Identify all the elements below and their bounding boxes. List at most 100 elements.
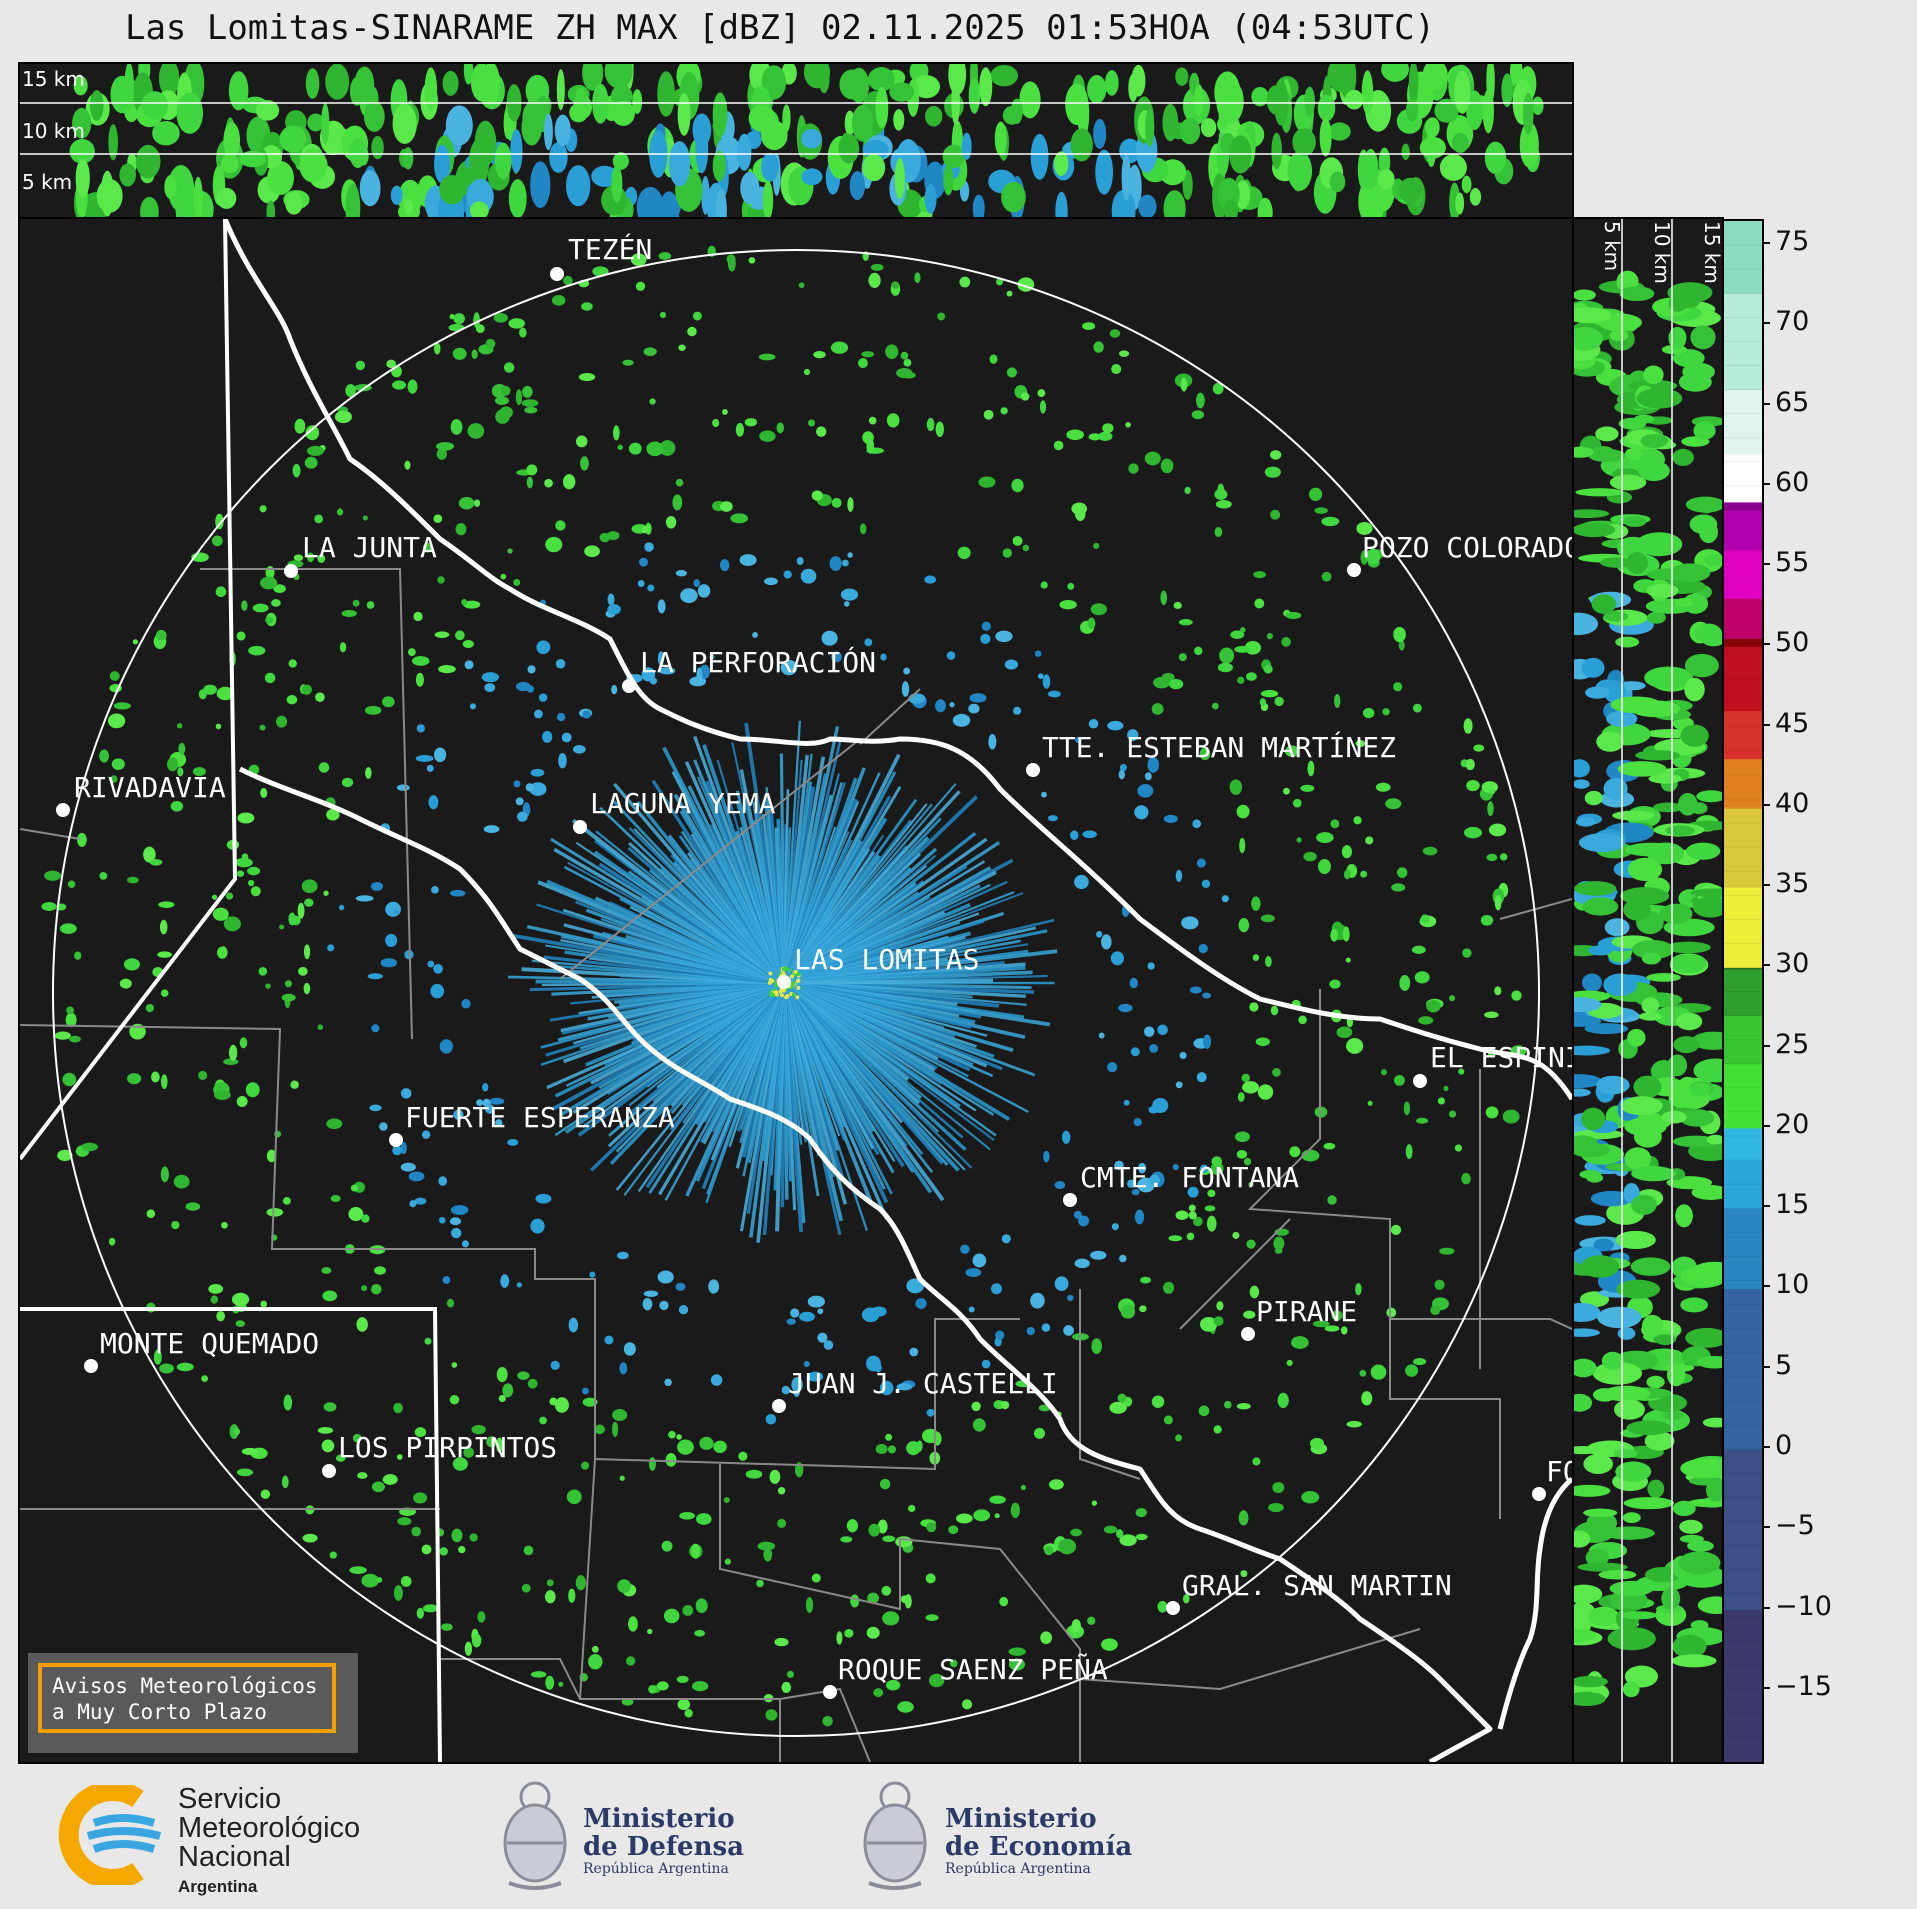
colorbar-tick-label: 15 bbox=[1775, 1189, 1810, 1221]
defensa-title-2: de Defensa bbox=[583, 1832, 744, 1862]
colorbar-tick-label: 10 bbox=[1775, 1269, 1810, 1301]
city-dot bbox=[84, 1359, 98, 1373]
city-label-juan-j-castelli: JUAN J. CASTELLI bbox=[788, 1367, 1058, 1400]
economia-logo-text: Ministerio de Economía República Argenti… bbox=[945, 1805, 1132, 1877]
city-label-monte-quemado: MONTE QUEMADO bbox=[100, 1327, 320, 1360]
city-dot bbox=[823, 1685, 837, 1699]
colorbar-tick-label: −5 bbox=[1775, 1510, 1815, 1542]
side-km-label-5: 5 km bbox=[1600, 221, 1624, 272]
colorbar-tick-mark bbox=[1762, 1044, 1770, 1047]
colorbar-tick-mark bbox=[1762, 563, 1770, 566]
colorbar-tick-mark bbox=[1762, 803, 1770, 806]
city-label-rivadavia: RIVADAVIA bbox=[74, 771, 226, 804]
city-label-pozo-colorado: POZO COLORADO bbox=[1362, 531, 1574, 564]
colorbar-tick-mark bbox=[1762, 1686, 1770, 1689]
colorbar-tick-label: 65 bbox=[1775, 386, 1810, 418]
km-label-15: 15 km bbox=[22, 67, 85, 91]
city-label-el-espinillo: EL ESPINILLO bbox=[1430, 1041, 1572, 1074]
side-profile-echoes bbox=[1572, 219, 1722, 1762]
top-profile-echoes bbox=[20, 64, 1572, 219]
radar-map: TEZÉN LA JUNTA POZO COLORADO LA PERFORAC… bbox=[18, 217, 1574, 1764]
colorbar-tick-mark bbox=[1762, 1445, 1770, 1448]
smn-line-2: Meteorológico bbox=[178, 1812, 361, 1844]
city-label-tte-esteban-martinez: TTE. ESTEBAN MARTÍNEZ bbox=[1042, 731, 1397, 764]
city-label-las-lomitas: LAS LOMITAS bbox=[794, 943, 980, 976]
colorbar-tick-mark bbox=[1762, 1205, 1770, 1208]
national-coat-of-arms-icon bbox=[503, 1781, 567, 1890]
side-height-profile: 5 km 10 km 15 km bbox=[1570, 217, 1724, 1764]
national-coat-of-arms-icon bbox=[863, 1781, 927, 1890]
city-label-pirane: PIRANE bbox=[1256, 1295, 1358, 1328]
city-label-la-perforacion: LA PERFORACIÓN bbox=[640, 646, 877, 679]
smn-line-4: Argentina bbox=[178, 1877, 258, 1896]
city-dot bbox=[550, 267, 564, 281]
colorbar-tick-mark bbox=[1762, 643, 1770, 646]
city-dot bbox=[1241, 1327, 1255, 1341]
colorbar-tick-label: 20 bbox=[1775, 1108, 1810, 1140]
city-label-tezen: TEZÉN bbox=[568, 233, 653, 266]
chart-title: Las Lomitas-SINARAME ZH MAX [dBZ] 02.11.… bbox=[124, 8, 1436, 48]
top-height-profile: 15 km 10 km 5 km bbox=[18, 62, 1574, 221]
km-label-10: 10 km bbox=[22, 119, 85, 143]
colorbar-tick-mark bbox=[1762, 1526, 1770, 1529]
city-dot bbox=[1532, 1487, 1546, 1501]
smn-logo-icon bbox=[58, 1785, 162, 1885]
defensa-logo-text: Ministerio de Defensa República Argentin… bbox=[583, 1805, 744, 1877]
economia-title-1: Ministerio bbox=[945, 1804, 1097, 1834]
colorbar-tick-mark bbox=[1762, 1365, 1770, 1368]
colorbar-tick-mark bbox=[1762, 1285, 1770, 1288]
colorbar-tick-label: 5 bbox=[1775, 1349, 1793, 1381]
colorbar-tick-label: 0 bbox=[1775, 1429, 1793, 1461]
city-dot bbox=[1063, 1193, 1077, 1207]
colorbar-tick-mark bbox=[1762, 1606, 1770, 1609]
city-dot bbox=[322, 1464, 336, 1478]
smn-line-1: Servicio bbox=[178, 1783, 282, 1815]
dbz-colorbar bbox=[1722, 219, 1764, 1764]
km-label-5: 5 km bbox=[22, 170, 73, 194]
colorbar-tick-label: −10 bbox=[1775, 1590, 1832, 1622]
defensa-sub: República Argentina bbox=[583, 1861, 729, 1877]
colorbar-tick-label: 55 bbox=[1775, 547, 1810, 579]
colorbar-gradient bbox=[1724, 221, 1762, 1763]
city-dot bbox=[573, 820, 587, 834]
colorbar-tick-label: 35 bbox=[1775, 868, 1810, 900]
defensa-title-1: Ministerio bbox=[583, 1804, 735, 1834]
city-dot bbox=[1347, 563, 1361, 577]
smn-logo-text: Servicio Meteorológico Nacional Argentin… bbox=[178, 1785, 360, 1901]
rivers bbox=[222, 219, 1572, 1762]
radar-site-dot bbox=[777, 975, 791, 989]
city-label-gral-san-martin: GRAL. SAN MARTIN bbox=[1182, 1569, 1452, 1602]
nowcast-notice-frame: Avisos Meteorológicos a Muy Corto Plazo bbox=[38, 1663, 336, 1733]
city-label-formosa: FORMOSA bbox=[1546, 1455, 1572, 1488]
city-dot bbox=[284, 564, 298, 578]
city-label-roque-saenz-pena: ROQUE SAENZ PEÑA bbox=[838, 1653, 1108, 1686]
colorbar-tick-label: 70 bbox=[1775, 306, 1810, 338]
colorbar-tick-label: 30 bbox=[1775, 948, 1810, 980]
colorbar-tick-label: 40 bbox=[1775, 787, 1810, 819]
radar-range-ring bbox=[52, 249, 1540, 1737]
notice-line-1: Avisos Meteorológicos bbox=[52, 1674, 318, 1698]
province-borders bbox=[20, 219, 442, 1762]
colorbar-tick-mark bbox=[1762, 1124, 1770, 1127]
department-boundaries bbox=[20, 568, 1572, 1762]
city-dot bbox=[1026, 763, 1040, 777]
city-dot bbox=[622, 679, 636, 693]
colorbar-tick-label: 50 bbox=[1775, 627, 1810, 659]
city-dot bbox=[389, 1133, 403, 1147]
radar-map-canvas bbox=[20, 219, 1572, 1762]
colorbar-tick-mark bbox=[1762, 322, 1770, 325]
colorbar-tick-mark bbox=[1762, 242, 1770, 245]
city-dot bbox=[772, 1399, 786, 1413]
city-label-la-junta: LA JUNTA bbox=[302, 531, 437, 564]
colorbar-tick-label: 60 bbox=[1775, 466, 1810, 498]
colorbar-tick-mark bbox=[1762, 964, 1770, 967]
city-label-cmte-fontana: CMTE. FONTANA bbox=[1080, 1161, 1300, 1194]
economia-title-2: de Economía bbox=[945, 1832, 1133, 1862]
economia-sub: República Argentina bbox=[945, 1861, 1091, 1877]
colorbar-tick-label: 25 bbox=[1775, 1028, 1810, 1060]
colorbar-tick-mark bbox=[1762, 884, 1770, 887]
colorbar-tick-label: −15 bbox=[1775, 1670, 1832, 1702]
colorbar-tick-label: 45 bbox=[1775, 707, 1810, 739]
nowcast-notice-box: Avisos Meteorológicos a Muy Corto Plazo bbox=[28, 1653, 358, 1753]
smn-line-3: Nacional bbox=[178, 1841, 291, 1873]
